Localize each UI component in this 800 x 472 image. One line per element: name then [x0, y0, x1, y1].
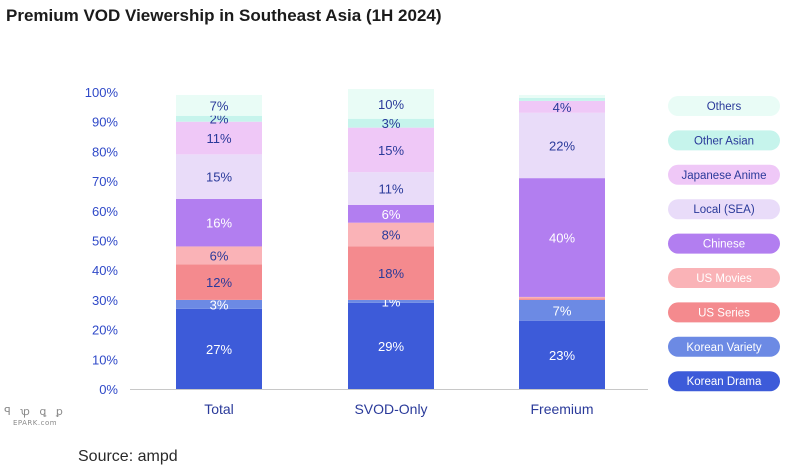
data-label: 23%: [549, 348, 575, 363]
legend-swatch: [668, 336, 780, 357]
data-label: 3%: [382, 116, 401, 131]
bar-segment-chinese: [519, 178, 605, 297]
data-label: 11%: [206, 131, 231, 146]
legend-swatch: [668, 268, 780, 288]
bar-segment-chinese: [176, 198, 262, 247]
legend-swatch: [668, 199, 780, 220]
y-tick-label: 80%: [92, 144, 118, 159]
data-label: 7%: [210, 98, 229, 113]
y-tick-label: 100%: [85, 85, 119, 100]
bar-segment-korean-drama: [176, 308, 262, 389]
legend-item-korean-drama: Korean Drama: [668, 371, 780, 392]
bar-segment-other-asian: [348, 118, 434, 128]
data-label: 15%: [206, 170, 232, 185]
bar-segment-chinese: [348, 204, 434, 223]
legend-swatch: [668, 233, 780, 254]
y-tick-label: 60%: [92, 204, 118, 219]
bar-segment-other-asian: [176, 115, 262, 122]
y-tick-label: 20%: [92, 323, 118, 338]
bar-segment-japanese-anime: [519, 100, 605, 113]
legend-label: Others: [707, 101, 742, 113]
bar-segment-others: [348, 89, 434, 119]
data-label: 29%: [378, 339, 404, 354]
legend-label: Other Asian: [694, 135, 754, 147]
data-label: 22%: [549, 138, 575, 153]
bar-segment-us-movies: [176, 246, 262, 265]
category-label: Total: [204, 401, 234, 417]
bar-segment-us-series: [519, 298, 605, 300]
bar-segment-local-sea: [348, 172, 434, 205]
legend-swatch: [668, 96, 780, 116]
data-label: 12%: [206, 275, 232, 290]
category-label: Freemium: [530, 401, 593, 417]
stacked-bar-chart: 0% 10% 20% 30% 40% 50% 60% 70% 80% 90% 100% 27% 3% 12…: [85, 85, 780, 417]
bar-segment-japanese-anime: [348, 127, 434, 173]
source-note: Source: ampd: [78, 448, 178, 465]
legend-label: Chinese: [703, 239, 745, 251]
data-label: 27%: [206, 342, 232, 357]
legend-swatch: [668, 130, 780, 151]
bar-segment-us-movies: [348, 222, 434, 247]
bar-segment-us-movies: [519, 296, 605, 299]
y-tick-label: 10%: [92, 352, 118, 367]
legend-swatch: [668, 302, 780, 323]
legend-label: Korean Variety: [686, 342, 761, 354]
data-label: 18%: [378, 266, 404, 281]
legend-label: US Movies: [696, 273, 752, 285]
legend-item-local-sea: Local (SEA): [668, 199, 780, 220]
data-label: 8%: [382, 228, 401, 243]
legend-item-other-asian: Other Asian: [668, 130, 780, 151]
legend-item-chinese: Chinese: [668, 233, 780, 254]
bar-segment-korean-drama: [519, 320, 605, 389]
data-label: 11%: [378, 182, 403, 197]
bar-segment-local-sea: [519, 112, 605, 179]
y-tick-label: 50%: [92, 234, 118, 249]
legend-label: Local (SEA): [693, 204, 755, 216]
legend-item-others: Others: [668, 96, 780, 116]
bar-segment-other-asian: [519, 97, 605, 101]
watermark-mark: ꟼ ꝕ ꝗ ꝑ: [4, 405, 66, 418]
category-label: SVOD-Only: [354, 401, 427, 417]
bar-segment-us-series: [176, 264, 262, 300]
legend-item-korean-variety: Korean Variety: [668, 336, 780, 357]
data-label: 15%: [378, 143, 404, 158]
y-tick-label: 90%: [92, 115, 118, 130]
legend-label: US Series: [698, 307, 750, 319]
data-label: 6%: [210, 248, 229, 263]
y-tick-label: 30%: [92, 293, 118, 308]
bar-segment-others: [176, 94, 262, 116]
bar-segment-japanese-anime: [176, 121, 262, 155]
legend-swatch: [668, 371, 780, 392]
bar-segment-local-sea: [176, 154, 262, 199]
chart-title: Premium VOD Viewership in Southeast Asia…: [6, 6, 442, 25]
data-label: 6%: [382, 207, 401, 222]
y-tick-label: 40%: [92, 263, 118, 278]
bar-segment-korean-variety: [176, 299, 262, 309]
watermark-logo: ꟼ ꝕ ꝗ ꝑ EPARK.com: [4, 404, 66, 427]
data-label: 3%: [210, 297, 229, 312]
data-label: 10%: [378, 97, 404, 112]
bar-segment-korean-variety: [519, 299, 605, 321]
watermark-text: EPARK.com: [12, 419, 58, 427]
legend-label: Japanese Anime: [681, 170, 766, 182]
legend-item-japanese-anime: Japanese Anime: [668, 164, 780, 185]
data-label: 4%: [553, 100, 572, 115]
legend-item-us-movies: US Movies: [668, 268, 780, 288]
bar-segment-korean-drama: [348, 302, 434, 389]
bar-segment-korean-variety: [348, 299, 434, 303]
bar-segment-us-series: [348, 246, 434, 300]
data-label: 40%: [549, 231, 575, 246]
legend-item-us-series: US Series: [668, 302, 780, 323]
y-tick-label: 0%: [99, 382, 118, 397]
legend-swatch: [668, 164, 780, 185]
legend-label: Korean Drama: [687, 376, 762, 388]
data-label: 7%: [553, 303, 572, 318]
data-label: 16%: [206, 216, 232, 231]
bar-segment-others: [519, 94, 605, 98]
y-tick-label: 70%: [92, 174, 118, 189]
